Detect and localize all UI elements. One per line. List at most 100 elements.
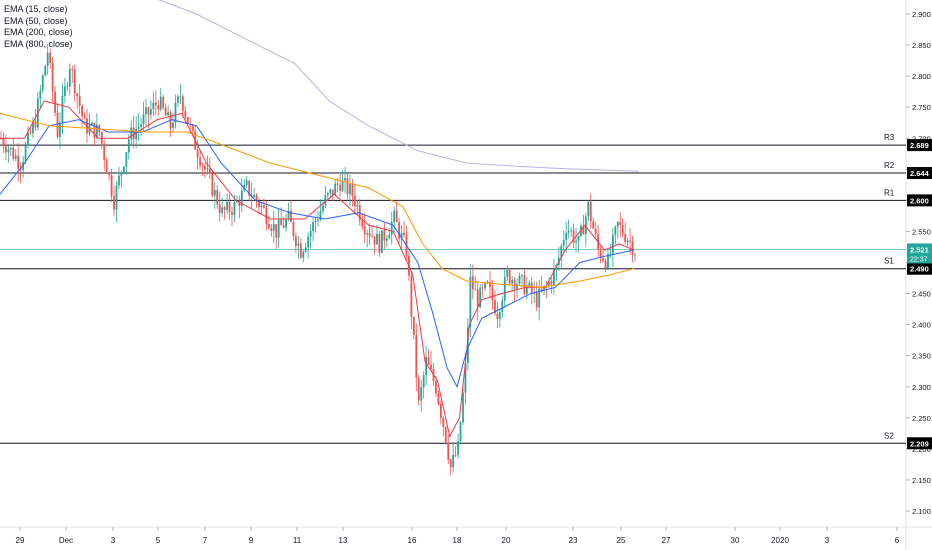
candle-body <box>589 201 592 222</box>
candle-body <box>184 111 187 117</box>
level-price-label: 2.600 <box>910 196 929 205</box>
candle-body <box>599 249 602 259</box>
y-tick-label: 2.200 <box>912 445 931 454</box>
x-tick-label: 25 <box>617 536 626 545</box>
candle-body <box>611 234 614 254</box>
candle-body <box>398 222 400 239</box>
candle-body <box>228 201 231 213</box>
candle-body <box>258 201 260 208</box>
level-price-label-bg <box>907 167 932 180</box>
candle-body <box>59 122 61 137</box>
candle-body <box>211 173 214 196</box>
candle-body <box>496 313 499 320</box>
candle-body <box>265 207 268 225</box>
candle-body <box>437 393 440 404</box>
candle-body <box>479 287 482 308</box>
x-tick-label: 7 <box>203 536 208 545</box>
candle-body <box>68 69 71 87</box>
candle-body <box>137 126 140 129</box>
candle-body <box>624 234 627 242</box>
candle-body <box>174 102 177 124</box>
indicator-legend: EMA (15, close) EMA (50, close) EMA (200… <box>4 4 73 50</box>
candle-body <box>538 288 541 308</box>
last-price-label: 2.521 <box>910 245 929 254</box>
candle-body <box>523 275 526 294</box>
candle-body <box>462 392 464 423</box>
candle-body <box>503 276 506 301</box>
candle-body <box>361 220 364 227</box>
x-tick-label: 3 <box>111 536 116 545</box>
candle-body <box>469 276 472 328</box>
candle-body <box>208 168 211 174</box>
candle-body <box>177 96 179 103</box>
candle-body <box>412 316 415 335</box>
candle-body <box>245 180 248 185</box>
candle-body <box>543 285 545 291</box>
level-name-r3: R3 <box>884 133 895 142</box>
candle-body <box>248 180 251 196</box>
candle-body <box>314 220 317 223</box>
candle-body <box>32 121 34 134</box>
candle-body <box>46 52 49 66</box>
y-tick-label: 2.450 <box>912 290 931 299</box>
legend-item-ema-15[interactable]: EMA (15, close) <box>4 4 68 14</box>
candle-body <box>577 235 580 241</box>
candle-body <box>582 225 585 235</box>
candle-body <box>631 241 634 256</box>
x-tick-label: 18 <box>453 536 462 545</box>
level-price-label-bg <box>907 437 932 450</box>
candle-body <box>213 189 216 196</box>
legend-item-ema-50[interactable]: EMA (50, close) <box>4 15 68 26</box>
candle-body <box>439 403 442 418</box>
candle-body <box>196 149 199 158</box>
candle-body <box>457 441 459 456</box>
candle-body <box>619 221 622 225</box>
level-price-label: 2.209 <box>910 439 929 448</box>
candle-body <box>299 243 302 258</box>
x-tick-label: 3 <box>825 536 830 545</box>
candle-body <box>282 225 285 228</box>
candle-body <box>356 204 359 207</box>
level-name-r2: R2 <box>884 161 895 170</box>
candle-body <box>5 146 7 153</box>
candle-body <box>562 239 565 246</box>
candle-body <box>378 233 381 253</box>
candle-body <box>240 190 243 206</box>
candle-body <box>344 178 346 181</box>
candle-body <box>103 143 106 160</box>
candle-body <box>336 183 339 185</box>
x-tick-label: 5 <box>156 536 161 545</box>
candle-body <box>272 224 275 231</box>
candle-body <box>430 364 432 369</box>
candle-body <box>157 105 160 110</box>
candle-body <box>255 195 258 202</box>
candle-body <box>366 233 369 235</box>
legend-item-ema-800[interactable]: EMA (800, close) <box>4 38 73 49</box>
level-price-label-bg <box>907 194 932 207</box>
x-tick-label: 23 <box>569 536 578 545</box>
candle-body <box>525 285 528 294</box>
candle-body <box>621 224 624 235</box>
candle-body <box>570 230 573 232</box>
candle-body <box>388 234 391 239</box>
candle-body <box>607 253 609 269</box>
candle-body <box>491 287 494 301</box>
candle-body <box>616 221 619 227</box>
candle-body <box>341 180 344 191</box>
candle-body <box>113 196 115 210</box>
candle-body <box>93 122 96 138</box>
candle-body <box>263 205 265 208</box>
legend-item-ema-200[interactable]: EMA (200, close) <box>4 27 73 37</box>
candle-body <box>309 230 312 237</box>
candle-body <box>415 334 418 378</box>
x-tick-label: 30 <box>731 536 740 545</box>
level-price-label: 2.689 <box>910 141 929 150</box>
candle-body <box>442 417 445 428</box>
candle-body <box>390 221 393 235</box>
candle-body <box>218 204 221 213</box>
candle-body <box>154 102 157 106</box>
candle-body <box>221 207 224 213</box>
candle-body <box>403 232 405 236</box>
candle-body <box>567 230 570 233</box>
